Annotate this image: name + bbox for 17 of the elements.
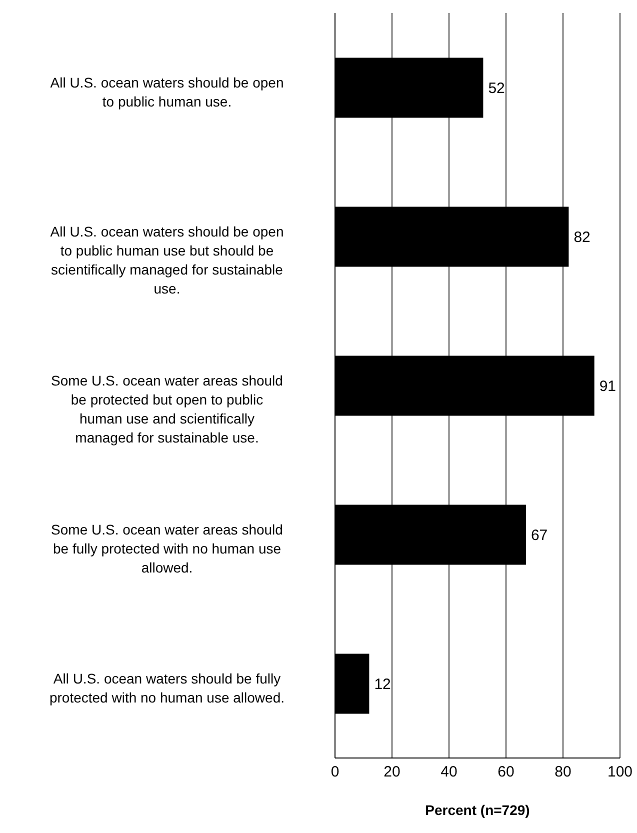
y-tick-label: All U.S. ocean waters should be open to public human use but should be scientifically managed for sustainable use.	[50, 224, 284, 296]
x-tick-label: 60	[498, 764, 514, 781]
x-tick-label: 40	[440, 764, 458, 781]
x-tick-label: 100	[607, 764, 633, 781]
y-tick-label: All U.S. ocean waters should be fully protected with no human use allowed.	[49, 670, 285, 706]
y-tick-label: All U.S. ocean waters should be open to public human use.	[50, 74, 284, 110]
y-tick-label: Some U.S. ocean water areas should be protected but open to public human use and scientifically managed for sustainable use.	[51, 372, 283, 446]
data-label: 91	[599, 378, 616, 396]
x-tick-label: 20	[384, 764, 400, 781]
data-label: 12	[374, 676, 391, 694]
x-tick-label: 80	[554, 764, 572, 781]
x-axis-title: Percent (n=729)	[425, 802, 530, 818]
data-label: 82	[574, 229, 590, 246]
x-tick-label: 0	[330, 764, 340, 781]
data-label: 52	[488, 80, 505, 98]
y-tick-label: Some U.S. ocean water areas should be fully protected with no human use allowed.	[51, 522, 283, 576]
data-label: 67	[530, 527, 548, 544]
